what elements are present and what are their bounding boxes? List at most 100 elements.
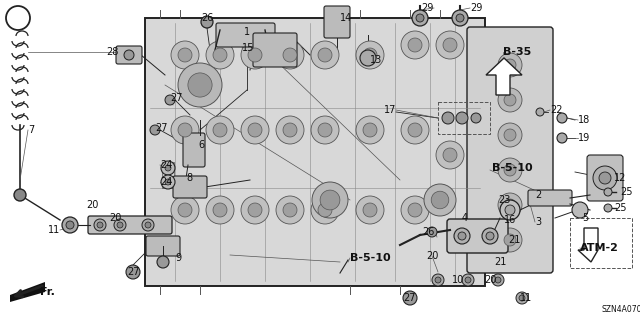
Circle shape (416, 14, 424, 22)
Circle shape (311, 196, 339, 224)
Text: 10: 10 (452, 275, 464, 285)
Circle shape (276, 196, 304, 224)
Circle shape (599, 172, 611, 184)
FancyBboxPatch shape (146, 236, 180, 256)
Text: 12: 12 (614, 173, 627, 183)
Circle shape (462, 274, 474, 286)
Circle shape (150, 125, 160, 135)
Text: 18: 18 (578, 115, 590, 125)
Polygon shape (10, 282, 45, 302)
Circle shape (557, 133, 567, 143)
FancyBboxPatch shape (173, 176, 207, 198)
FancyBboxPatch shape (216, 23, 275, 47)
Circle shape (436, 31, 464, 59)
Circle shape (593, 166, 617, 190)
Circle shape (213, 203, 227, 217)
Circle shape (206, 116, 234, 144)
Circle shape (471, 113, 481, 123)
Circle shape (401, 31, 429, 59)
Text: 20: 20 (484, 275, 496, 285)
Circle shape (142, 219, 154, 231)
Text: 24: 24 (160, 160, 172, 170)
Text: 28: 28 (106, 47, 118, 57)
Circle shape (363, 48, 377, 62)
Text: 20: 20 (426, 251, 438, 261)
Text: B-5-10: B-5-10 (350, 253, 390, 263)
Polygon shape (486, 58, 522, 95)
Circle shape (241, 196, 269, 224)
Circle shape (360, 50, 376, 66)
Circle shape (401, 116, 429, 144)
Circle shape (178, 203, 192, 217)
Text: 27: 27 (404, 293, 416, 303)
Circle shape (161, 161, 175, 175)
Circle shape (408, 203, 422, 217)
FancyBboxPatch shape (253, 33, 297, 67)
Text: 24: 24 (160, 177, 172, 187)
Text: 8: 8 (186, 173, 192, 183)
Circle shape (505, 205, 515, 215)
Circle shape (435, 277, 441, 283)
Circle shape (206, 41, 234, 69)
Text: 21: 21 (508, 235, 520, 245)
Bar (438, 102, 490, 134)
Circle shape (117, 222, 123, 228)
Text: 9: 9 (175, 253, 181, 263)
Circle shape (403, 291, 417, 305)
Circle shape (604, 188, 612, 196)
Circle shape (171, 116, 199, 144)
Circle shape (201, 16, 213, 28)
Circle shape (456, 112, 468, 124)
Text: 26: 26 (422, 227, 435, 237)
FancyBboxPatch shape (116, 46, 142, 64)
Circle shape (356, 196, 384, 224)
Circle shape (178, 48, 192, 62)
Circle shape (178, 123, 192, 137)
Circle shape (126, 265, 140, 279)
Text: 22: 22 (550, 105, 563, 115)
Text: 13: 13 (370, 55, 382, 65)
FancyBboxPatch shape (528, 190, 572, 206)
Circle shape (312, 182, 348, 218)
Circle shape (363, 203, 377, 217)
Circle shape (504, 164, 516, 176)
Circle shape (412, 10, 428, 26)
Circle shape (504, 234, 516, 246)
Circle shape (145, 222, 151, 228)
Bar (145, 18, 485, 286)
Bar (570, 218, 632, 268)
Circle shape (486, 232, 494, 240)
Circle shape (363, 123, 377, 137)
Circle shape (504, 129, 516, 141)
Text: 11: 11 (48, 225, 60, 235)
Circle shape (171, 41, 199, 69)
Circle shape (504, 94, 516, 106)
Circle shape (248, 48, 262, 62)
Circle shape (431, 191, 449, 209)
Circle shape (356, 116, 384, 144)
Text: 1: 1 (244, 27, 250, 37)
Circle shape (492, 274, 504, 286)
Circle shape (157, 256, 169, 268)
Circle shape (213, 48, 227, 62)
Circle shape (452, 10, 468, 26)
Circle shape (318, 203, 332, 217)
Circle shape (500, 200, 520, 220)
Circle shape (427, 227, 437, 237)
Text: 25: 25 (620, 187, 632, 197)
Circle shape (188, 73, 212, 97)
Circle shape (408, 123, 422, 137)
Circle shape (161, 175, 175, 189)
FancyBboxPatch shape (467, 27, 553, 273)
Text: B-35: B-35 (503, 47, 531, 57)
Circle shape (283, 48, 297, 62)
Circle shape (482, 228, 498, 244)
Circle shape (504, 59, 516, 71)
Text: ATM-2: ATM-2 (580, 243, 619, 253)
Text: 26: 26 (201, 13, 213, 23)
Text: 15: 15 (242, 43, 254, 53)
Text: 14: 14 (340, 13, 352, 23)
Circle shape (14, 189, 26, 201)
Circle shape (516, 292, 528, 304)
Circle shape (519, 295, 525, 301)
